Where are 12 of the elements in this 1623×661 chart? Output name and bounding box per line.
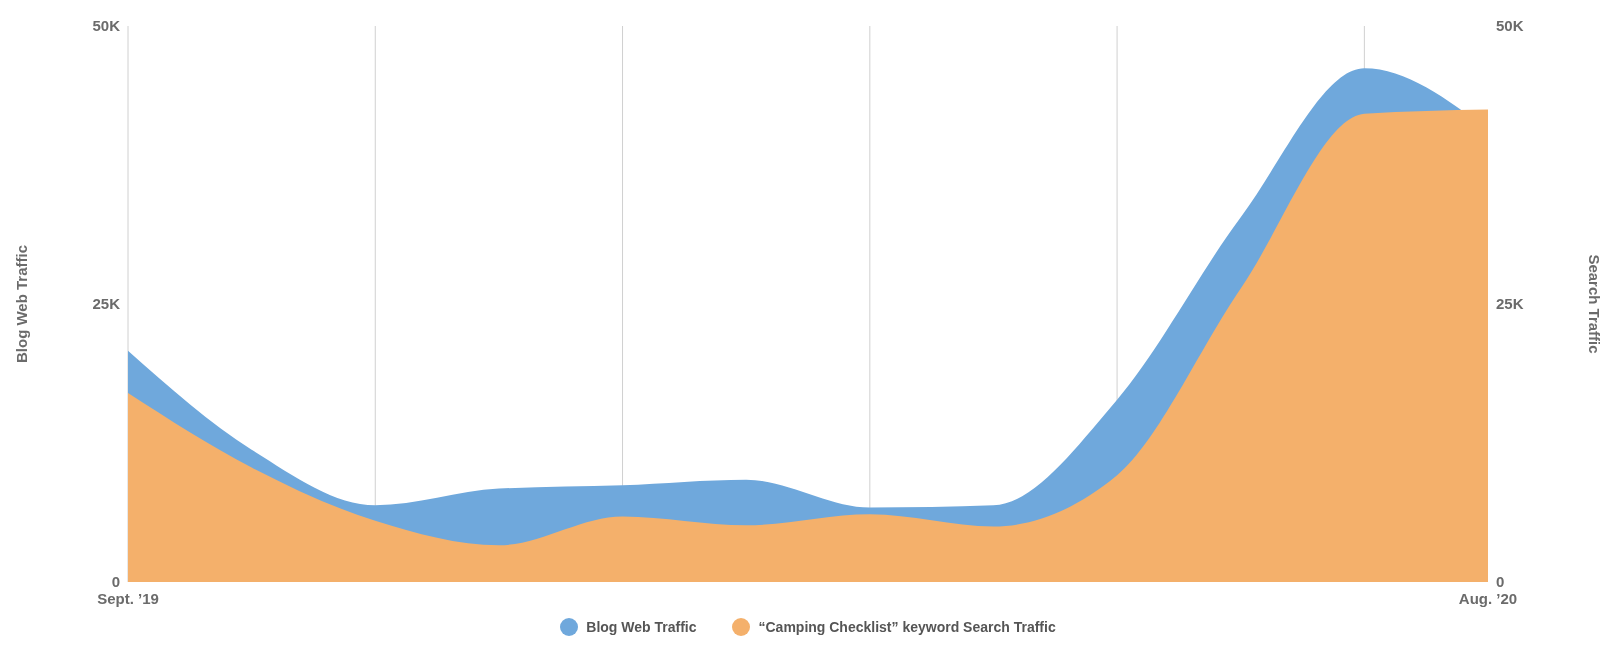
- y-axis-title: Blog Web Traffic: [13, 244, 31, 364]
- y2-tick-label: 50K: [1496, 17, 1524, 35]
- y-tick-label: 25K: [92, 295, 121, 313]
- x-tick-label: Sept. ’19: [97, 590, 159, 607]
- y-tick-label: 50K: [92, 17, 121, 35]
- y2-axis-title: Search Traffic: [1585, 254, 1603, 354]
- legend-label: Blog Web Traffic: [586, 619, 697, 635]
- legend-label: “Camping Checklist” keyword Search Traffic: [758, 619, 1056, 635]
- x-tick-label: Aug. ’20: [1458, 590, 1518, 607]
- y2-tick-label: 25K: [1496, 295, 1524, 313]
- y2-tick-label: 0: [1496, 573, 1505, 591]
- y-tick-label: 0: [111, 573, 120, 591]
